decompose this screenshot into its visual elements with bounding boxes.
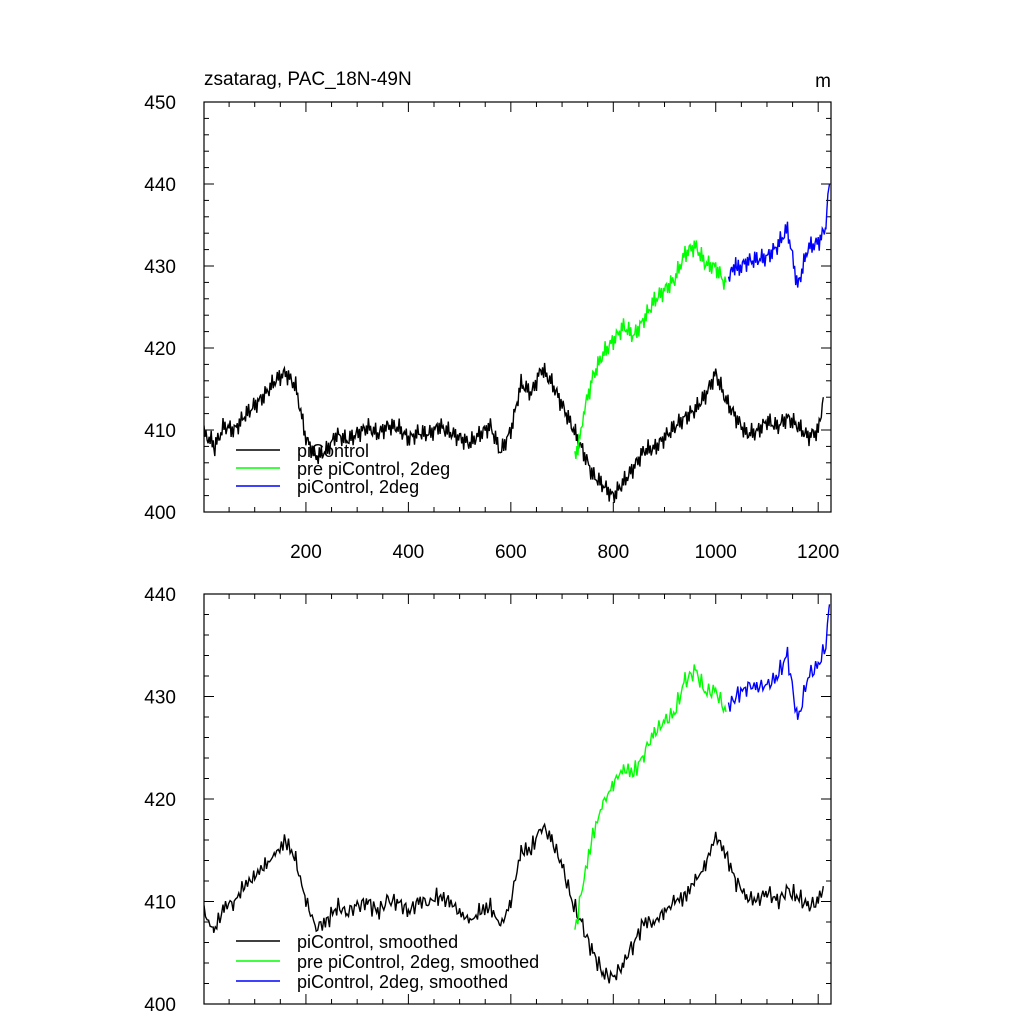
x-tick-label: 800 <box>597 542 629 563</box>
units-label: m <box>815 71 831 92</box>
y-tick-label: 440 <box>144 585 176 606</box>
series-line <box>727 604 831 720</box>
series-line <box>574 240 727 459</box>
y-tick-label: 430 <box>144 688 176 709</box>
y-tick-label: 400 <box>144 995 176 1016</box>
y-tick-label: 450 <box>144 93 176 114</box>
chart-panel-1: zsatarag, PAC_18N-49N m 400 410 420 430 440 450… <box>144 69 839 563</box>
y-tick-label: 410 <box>144 421 176 442</box>
legend-label: piControl, 2deg, smoothed <box>297 972 508 992</box>
x-tick-label: 600 <box>495 542 527 563</box>
legend-label: piControl, smoothed <box>297 932 458 952</box>
y-tick-label: 410 <box>144 893 176 914</box>
y-tick-label: 440 <box>144 175 176 196</box>
x-tick-label: 1000 <box>695 542 737 563</box>
series-line <box>204 822 824 984</box>
legend-label: pre piControl, 2deg, smoothed <box>297 952 539 972</box>
series-line <box>574 664 727 930</box>
x-tick-label: 400 <box>393 542 425 563</box>
legend-label: pre piControl, 2deg <box>297 459 450 479</box>
legend-label: piControl <box>297 441 369 461</box>
x-tick-label: 1200 <box>797 542 839 563</box>
y-tick-label: 420 <box>144 790 176 811</box>
plot-frame <box>203 101 832 513</box>
series-line <box>727 183 831 288</box>
y-tick-label: 400 <box>144 503 176 524</box>
legend-label: piControl, 2deg <box>297 477 419 497</box>
chart-title: zsatarag, PAC_18N-49N <box>204 69 412 90</box>
y-tick-label: 430 <box>144 257 176 278</box>
y-tick-label: 420 <box>144 339 176 360</box>
series-line <box>204 362 824 503</box>
x-tick-label: 200 <box>290 542 322 563</box>
